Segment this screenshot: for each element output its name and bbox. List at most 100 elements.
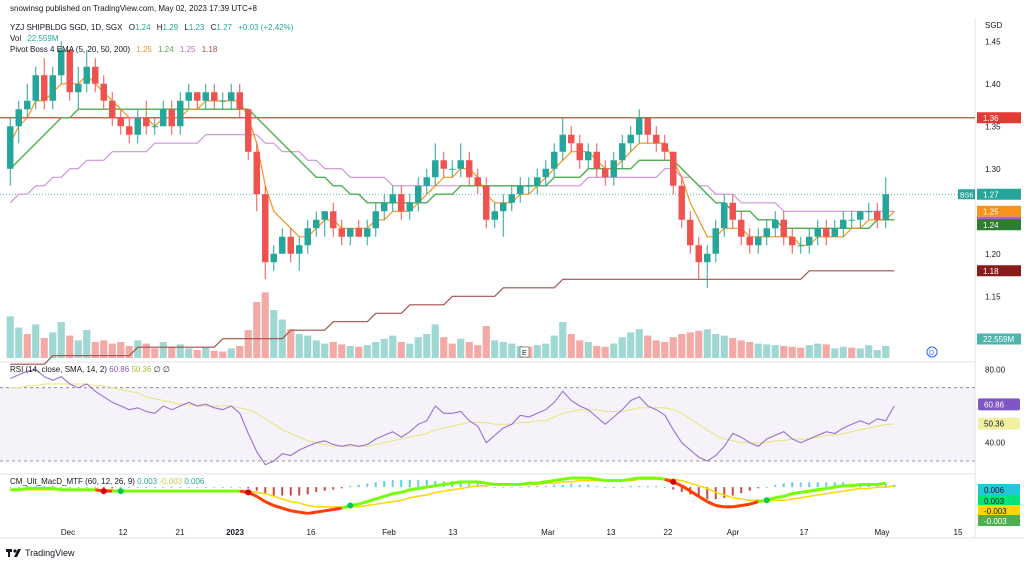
candle-body-70 [602,168,609,178]
macd-hist-0 [9,487,12,488]
candle-62 [534,168,541,195]
candle-91 [780,211,787,246]
macd-line-seg-61 [520,481,529,486]
pivot-boss-legend[interactable]: Pivot Boss 4 EMA (5, 20, 50, 200) 1.25 1… [10,45,221,54]
candle-body-44 [381,202,388,212]
candle-61 [525,177,532,195]
candle-67 [576,134,583,169]
volume-bar-56 [482,326,490,358]
volume-bar-31 [270,310,278,358]
volume-bar-15 [134,340,142,358]
macd-line-seg-77 [656,476,665,481]
macd-hist-73 [629,485,632,488]
candle-body-97 [831,228,838,237]
macd-label: CM_Ult_MacD_MTF (60, 12, 26, 9) [10,477,135,486]
macd-value-1: 0.003 [137,477,158,486]
macd-line-seg-66 [562,476,572,481]
candle-17 [151,117,158,135]
candle-body-35 [304,228,311,246]
macd-hist-84 [723,487,726,498]
macd-hist-49 [425,479,428,488]
ohlc-change: +0.03 (+2.42%) [238,23,294,32]
volume-bar-10 [91,342,99,358]
tradingview-logo-icon [6,549,21,557]
macd-hist-38 [332,487,335,490]
ema50-line [9,134,895,212]
macd-line-seg-96 [817,486,827,492]
volume-bars [6,292,890,358]
macd-hist-44 [383,481,386,488]
pivot-label: Pivot Boss 4 EMA (5, 20, 50, 200) [10,45,131,54]
macd-hist-35 [306,487,309,495]
candle-body-51 [440,160,447,169]
candle-body-28 [245,109,252,152]
candle-80 [687,211,694,254]
macd-hist-47 [408,479,411,488]
rsi-tick-40: 40.00 [985,439,1006,448]
price-tag-2: 1.27 [983,190,999,199]
candle-body-69 [593,151,600,169]
macd-hist-78 [672,487,675,490]
candle-1 [15,100,22,144]
candle-body-6 [58,49,65,76]
macd-line-seg-82 [697,495,709,503]
volume-bar-14 [125,346,133,358]
macd-hist-68 [587,484,590,488]
macd-hist-32 [281,487,284,496]
tradingview-logo[interactable]: TradingView [6,548,75,558]
macd-hist-22 [196,487,199,488]
candle-83 [712,219,719,263]
candle-body-48 [415,185,422,203]
candle-body-58 [500,202,507,212]
symbol-legend[interactable]: YZJ SHIPBLDG SGD, 1D, SGX O1.24 H1.29 L1… [10,23,297,32]
macd-hist-34 [298,487,301,496]
candle-81 [695,236,702,280]
macd-line-seg-87 [741,502,750,508]
volume-bar-70 [601,346,609,358]
ema200-line [10,270,895,365]
candle-body-14 [126,126,133,135]
macd-hist-91 [782,483,785,488]
macd-hist-18 [162,487,165,488]
volume-bar-42 [363,345,371,358]
macd-line-seg-44 [375,494,385,501]
macd-value-2: -0.003 [159,477,183,486]
macd-hist-79 [680,487,683,492]
macd-legend[interactable]: CM_Ult_MacD_MTF (60, 12, 26, 9) 0.003 -0… [10,477,204,486]
volume-bar-2 [23,334,31,358]
time-axis[interactable]: Dec 12 21 2023 16 Feb 13 Mar 13 22 Apr 17 May 15 [61,528,963,537]
volume-bar-64 [550,335,558,358]
volume-value: 22.559M [27,34,59,43]
tradingview-brand: TradingView [25,548,75,558]
macd-hist-74 [638,485,641,488]
macd-line-seg-94 [800,489,810,494]
time-tick-4: 16 [307,528,316,537]
macd-hist-45 [391,479,394,488]
candle-body-96 [823,228,830,237]
volume-bar-72 [618,337,626,358]
macd-hist-77 [663,487,666,488]
time-tick-10: Apr [727,528,740,537]
candle-body-76 [653,134,660,144]
macd-hist-61 [527,485,530,488]
candle-body-77 [661,143,668,152]
volume-bar-20 [176,344,184,358]
candle-body-38 [330,211,337,229]
volume-legend[interactable]: Vol 22.559M [10,34,63,43]
macd-hist-96 [825,482,828,488]
rsi-ma-line [10,383,895,447]
time-tick-8: 13 [607,528,616,537]
candle-88 [755,228,762,254]
candle-15 [134,109,141,144]
candle-8 [75,66,82,110]
price-tag-bg-2 [977,188,1021,200]
rsi-legend[interactable]: RSI (14, close, SMA, 14, 2) 60.86 50.36 … [10,365,170,374]
price-tick-1: 1.40 [985,80,1001,89]
candle-93 [797,236,804,254]
candlesticks[interactable] [7,41,889,288]
candle-body-102 [874,211,881,220]
